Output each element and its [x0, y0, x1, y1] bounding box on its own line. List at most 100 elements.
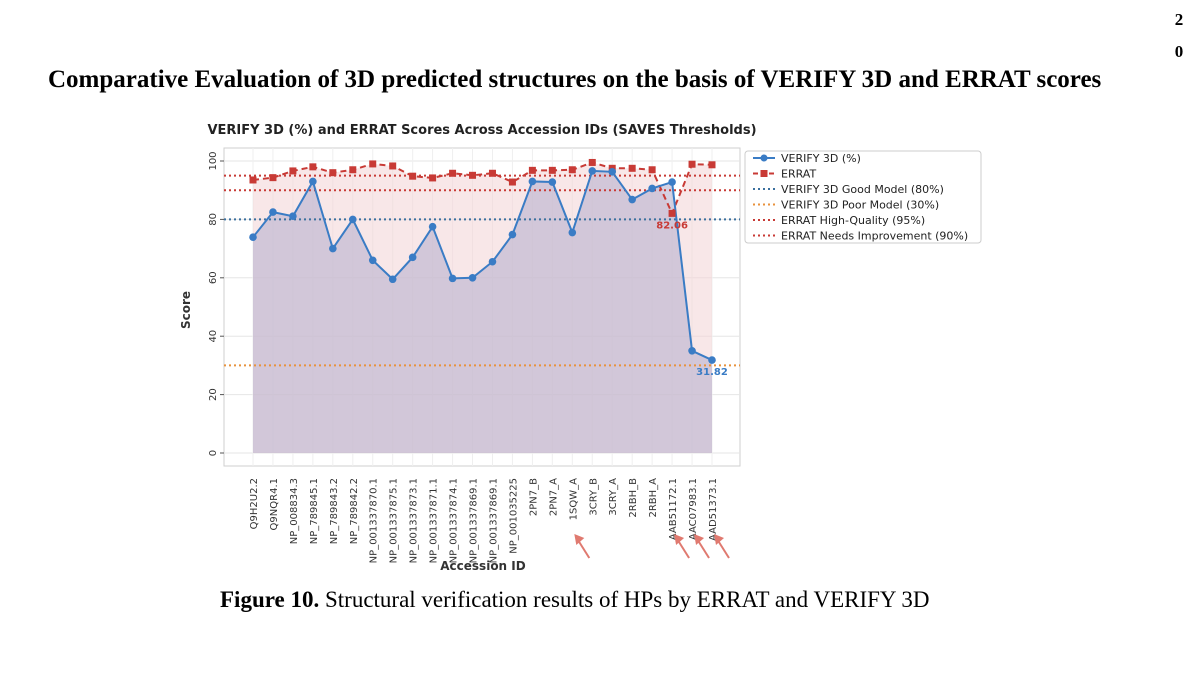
figure-caption: Figure 10. Structural verification resul… — [220, 587, 980, 613]
verify-point — [309, 177, 317, 186]
x-tick-label: NP_001035225 — [508, 478, 519, 554]
verify-point — [289, 212, 297, 220]
x-tick-label: NP_789842.2 — [349, 478, 360, 544]
arrow-head — [694, 534, 705, 545]
errat-point — [528, 166, 536, 174]
page-heading: Comparative Evaluation of 3D predicted s… — [48, 66, 1102, 93]
verify-point — [329, 244, 337, 253]
x-axis-label: Accession ID — [440, 559, 525, 573]
verify-point — [388, 275, 397, 284]
x-tick-label: NP_001337869.1 — [469, 478, 480, 563]
x-tick-label: NP_001337874.1 — [449, 478, 460, 563]
x-tick-label: Q9H2U2.2 — [249, 478, 260, 529]
verify-point — [588, 167, 597, 175]
errat-point — [429, 174, 437, 182]
x-tick-label: NP_008834.3 — [289, 478, 300, 544]
legend-entry-label: VERIFY 3D (%) — [781, 152, 861, 165]
x-tick-label: NP_001337869.1 — [488, 478, 499, 563]
y-tick-label: 20 — [208, 388, 219, 401]
verify-point — [708, 356, 716, 364]
arrow-icon — [674, 534, 690, 559]
figure-caption-text: Structural verification results of HPs b… — [319, 587, 930, 612]
verify-point — [548, 178, 557, 186]
verify-point — [448, 274, 457, 283]
errat-point — [409, 172, 417, 180]
legend-box — [744, 150, 982, 244]
x-tick-label: Q9NQR4.1 — [269, 478, 280, 530]
x-tick-label: NP_789843.2 — [329, 478, 340, 544]
legend-entry-label: ERRAT Needs Improvement (90%) — [781, 230, 968, 243]
annotation-label: 82.06 — [656, 220, 688, 231]
errat-point — [349, 166, 357, 174]
legend-entry-label: ERRAT — [781, 168, 816, 181]
errat-point — [708, 161, 716, 169]
verify-point — [269, 208, 277, 216]
errat-point — [488, 169, 496, 177]
page-number-digit: 2 — [1174, 10, 1184, 29]
arrow-head — [574, 534, 585, 545]
errat-point — [628, 164, 636, 172]
verify-point — [428, 222, 437, 231]
x-tick-label: 2RBH_A — [648, 478, 659, 518]
x-tick-label: NP_001337871.1 — [429, 478, 440, 563]
errat-point — [329, 169, 337, 177]
verify-point — [468, 274, 477, 282]
errat-point — [249, 176, 257, 184]
page-number: 2 0 — [1169, 4, 1189, 68]
errat-point — [289, 167, 297, 175]
verify-point — [249, 233, 257, 242]
verify-point — [508, 230, 517, 239]
errat-point — [389, 162, 397, 170]
legend-entry-label: VERIFY 3D Poor Model (30%) — [781, 199, 939, 212]
verify-point — [648, 184, 656, 193]
errat-point — [369, 160, 377, 168]
errat-point — [269, 174, 277, 182]
verify-point — [348, 215, 357, 224]
errat-point — [548, 166, 556, 174]
arrow-head — [714, 534, 724, 545]
errat-point — [309, 163, 317, 171]
x-tick-label: AAC07983.1 — [688, 478, 699, 540]
y-tick-label: 80 — [208, 213, 219, 226]
arrow-icon — [714, 534, 730, 559]
legend-circle-icon — [760, 154, 768, 162]
x-tick-label: NP_001337870.1 — [369, 478, 380, 563]
errat-point — [449, 169, 457, 177]
verify-area — [253, 170, 712, 454]
y-tick-label: 0 — [208, 450, 219, 456]
legend-entry-label: VERIFY 3D Good Model (80%) — [781, 183, 944, 196]
errat-point — [688, 160, 696, 168]
verify-point — [628, 195, 636, 204]
page-number-digit: 0 — [1174, 42, 1184, 61]
x-tick-label: 3CRY_A — [608, 478, 619, 516]
verify-point — [688, 347, 696, 355]
x-tick-label: NP_001337875.1 — [389, 478, 400, 563]
arrow-icon — [694, 534, 710, 559]
verify-point — [528, 177, 537, 186]
y-axis-label: Score — [179, 291, 193, 329]
annotation-label: 31.82 — [696, 367, 728, 378]
verify-point — [488, 257, 497, 266]
x-tick-label: AAB51172.1 — [668, 478, 679, 540]
x-tick-label: AAD51373.1 — [708, 478, 719, 541]
x-tick-label: 1SQW_A — [568, 478, 579, 520]
figure-caption-label: Figure 10. — [220, 587, 320, 612]
errat-point — [469, 171, 477, 179]
y-tick-label: 60 — [208, 271, 219, 284]
errat-point — [668, 209, 676, 217]
y-tick-label: 40 — [208, 330, 219, 343]
errat-point — [648, 166, 656, 174]
x-tick-label: 2RBH_B — [628, 478, 639, 518]
errat-point — [568, 166, 576, 174]
legend-entry-label: ERRAT High-Quality (95%) — [781, 214, 925, 227]
y-tick-label: 100 — [208, 151, 219, 170]
verify-point — [568, 228, 577, 237]
verify-point — [668, 178, 676, 186]
arrow-head — [674, 534, 685, 545]
legend-square-icon — [760, 170, 768, 177]
verify-point — [368, 256, 377, 265]
x-tick-label: 2PN7_A — [548, 478, 559, 516]
chart-title: VERIFY 3D (%) and ERRAT Scores Across Ac… — [207, 123, 756, 138]
verify-point — [408, 253, 417, 262]
x-tick-label: 2PN7_B — [528, 478, 539, 516]
